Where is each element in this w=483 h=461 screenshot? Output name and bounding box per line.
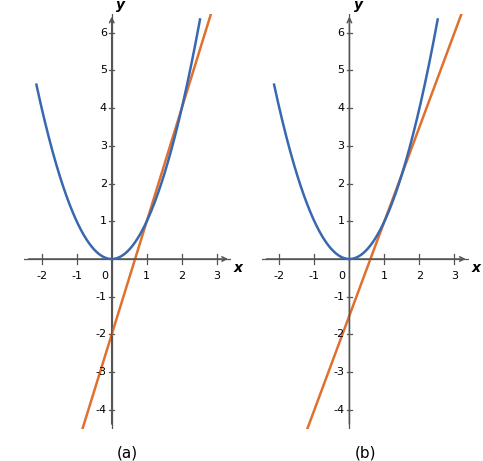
Text: 3: 3 — [213, 272, 220, 282]
Text: 3: 3 — [100, 141, 107, 151]
Text: y: y — [116, 0, 125, 12]
Text: 2: 2 — [99, 178, 107, 189]
Text: y: y — [354, 0, 363, 12]
Text: 6: 6 — [100, 28, 107, 38]
Text: x: x — [234, 261, 242, 275]
Text: 5: 5 — [100, 65, 107, 76]
Text: 3: 3 — [451, 272, 458, 282]
Text: -3: -3 — [96, 367, 107, 377]
Text: 4: 4 — [99, 103, 107, 113]
Text: x: x — [471, 261, 480, 275]
Text: (a): (a) — [117, 445, 138, 461]
Text: 2: 2 — [178, 272, 185, 282]
Text: 2: 2 — [416, 272, 423, 282]
Text: -1: -1 — [96, 292, 107, 301]
Text: 5: 5 — [338, 65, 344, 76]
Text: (b): (b) — [355, 445, 376, 461]
Text: -2: -2 — [96, 330, 107, 339]
Text: 0: 0 — [339, 272, 346, 282]
Text: -1: -1 — [309, 272, 320, 282]
Text: -1: -1 — [71, 272, 82, 282]
Text: 1: 1 — [338, 216, 344, 226]
Text: 2: 2 — [337, 178, 344, 189]
Text: 4: 4 — [337, 103, 344, 113]
Text: 1: 1 — [381, 272, 388, 282]
Text: -4: -4 — [96, 405, 107, 415]
Text: 1: 1 — [143, 272, 150, 282]
Text: 3: 3 — [338, 141, 344, 151]
Text: 6: 6 — [338, 28, 344, 38]
Text: -1: -1 — [333, 292, 344, 301]
Text: -4: -4 — [333, 405, 344, 415]
Text: -2: -2 — [333, 330, 344, 339]
Text: -3: -3 — [333, 367, 344, 377]
Text: 1: 1 — [100, 216, 107, 226]
Text: -2: -2 — [36, 272, 47, 282]
Text: 0: 0 — [101, 272, 108, 282]
Text: -2: -2 — [274, 272, 285, 282]
